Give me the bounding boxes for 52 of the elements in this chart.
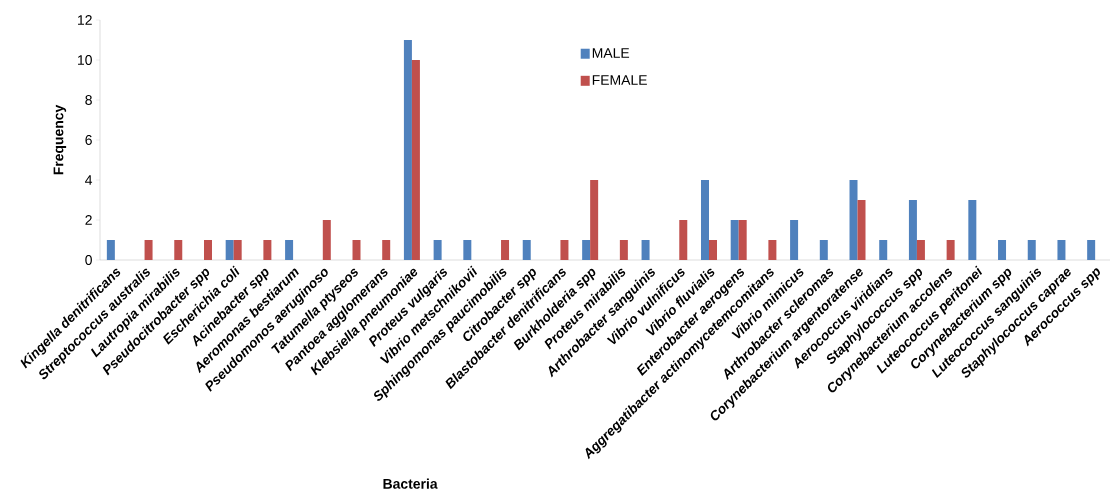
y-tick-label: 10 [78,55,92,65]
bar [790,220,799,260]
bar [174,240,183,260]
bar [352,240,361,260]
y-axis-title: Frequency [53,104,67,175]
bar [946,240,955,260]
bar [560,240,569,260]
bar [322,220,331,260]
bar [106,240,115,260]
bar [908,200,917,260]
bar [225,240,234,260]
bar [708,240,717,260]
bar [730,220,739,260]
bar [1087,240,1096,260]
bar [879,240,888,260]
bar [463,240,472,260]
bar [857,200,866,260]
bar [819,240,828,260]
legend-label: FEMALE [592,75,647,85]
y-tick-label: 12 [78,15,92,25]
bar [382,240,391,260]
bar [768,240,777,260]
bar [403,40,412,260]
y-tick-label: 4 [85,175,93,185]
bar [700,180,709,260]
legend-label: MALE [592,48,630,58]
bar [433,240,442,260]
bar [1057,240,1066,260]
bar [522,240,531,260]
y-tick-label: 2 [85,215,92,225]
bar [968,200,977,260]
bar [285,240,294,260]
x-axis-title: Bacteria [383,478,438,489]
bar [619,240,628,260]
bar [998,240,1007,260]
bar [590,180,599,260]
y-tick-label: 8 [85,95,92,105]
bar [916,240,925,260]
bar [582,240,591,260]
bar [203,240,212,260]
bar [738,220,747,260]
bar [233,240,242,260]
bar [1027,240,1036,260]
bar [501,240,510,260]
bar [849,180,858,260]
y-tick-label: 0 [85,255,92,265]
bar [679,220,688,260]
bar [641,240,650,260]
bar [263,240,272,260]
bar [411,60,420,260]
bar [144,240,153,260]
y-tick-label: 6 [85,135,92,145]
